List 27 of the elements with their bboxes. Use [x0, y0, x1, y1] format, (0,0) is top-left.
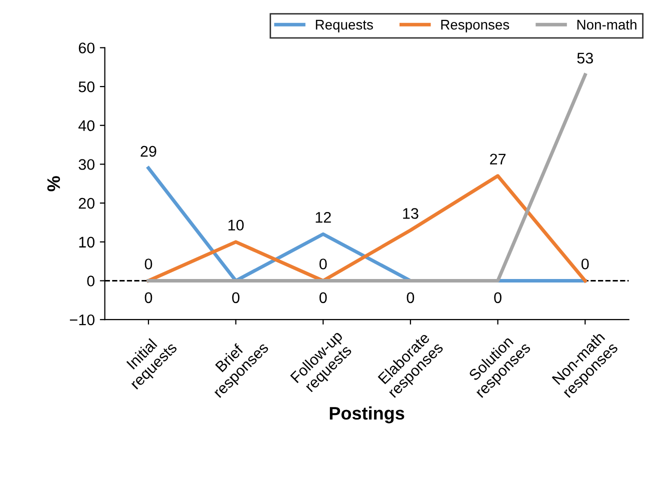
data-label: 0	[494, 292, 502, 304]
data-label: 0	[406, 292, 414, 304]
legend-label: Non-math	[577, 19, 636, 30]
y-axis-title: %	[47, 176, 60, 192]
y-tick-label: 40	[78, 120, 94, 132]
y-tick-label: 30	[78, 159, 94, 170]
data-label: 10	[228, 220, 244, 231]
data-label: 53	[577, 52, 593, 64]
data-label: 0	[144, 292, 152, 304]
data-label: 0	[144, 258, 152, 270]
data-label: 12	[316, 212, 331, 223]
data-label: 13	[403, 208, 418, 219]
legend-label: Requests	[316, 20, 373, 32]
data-label: 0	[319, 292, 327, 304]
data-label: 0	[232, 292, 240, 304]
y-tick-label: 10	[79, 236, 94, 248]
x-axis-title: Postings	[330, 406, 404, 424]
y-tick-label: 20	[78, 198, 94, 209]
y-tick-label: 50	[78, 81, 94, 92]
y-tick-label: 60	[78, 42, 94, 54]
data-label: 0	[581, 258, 589, 270]
y-tick-label: 0	[87, 276, 94, 286]
data-label: 29	[140, 146, 156, 157]
y-tick-label: −10	[70, 314, 94, 326]
data-label: 0	[319, 258, 327, 270]
data-label: 27	[490, 154, 506, 164]
legend-label: Responses	[441, 20, 510, 32]
